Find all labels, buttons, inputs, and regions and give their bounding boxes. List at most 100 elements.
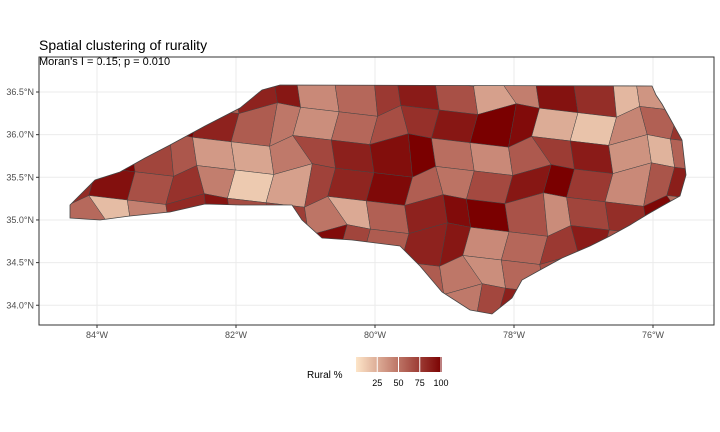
county-polygon [400,261,445,295]
county-polygon [296,85,340,113]
county-polygon [70,290,106,314]
x-tick-label: 82°W [225,330,248,340]
county-polygon [192,137,236,171]
county-polygon [466,170,514,204]
county-polygon [265,202,309,236]
x-tick-label: 84°W [86,330,109,340]
county-polygon [231,226,271,260]
county-polygon [566,197,610,231]
legend-tick-label: 100 [433,378,448,388]
county-polygons [70,85,686,314]
county-polygon [535,292,583,314]
county-polygon [670,138,686,173]
county-polygon [601,257,645,292]
county-polygon [535,85,579,113]
county-polygon [639,223,686,268]
county-polygon [258,287,306,314]
county-polygon [601,229,649,263]
county-polygon [569,140,614,174]
county-polygon [365,200,410,234]
county-polygon [500,231,548,265]
chart-subtitle: Moran's I = 0.15; p = 0.010 [39,56,171,68]
county-polygon [331,139,375,173]
y-tick-label: 35.5°N [6,172,34,182]
county-polygon [195,85,240,114]
panel-border [38,56,715,326]
county-polygon [292,107,340,141]
county-polygon [100,223,132,268]
county-polygon [431,109,479,143]
county-polygon [262,258,306,293]
county-polygon [130,104,178,144]
county-polygon [366,285,406,314]
county-polygon [666,195,686,229]
county-polygon [635,85,679,112]
county-polygon [678,223,686,268]
county-polygon [192,108,240,143]
county-polygon [262,230,310,264]
county-polygon [123,256,167,290]
county-polygon [578,253,606,298]
county-polygon [469,142,513,176]
county-polygon [238,254,267,288]
county-polygon [397,289,445,314]
county-polygon [396,85,440,111]
county-polygon [272,85,301,108]
county-polygon [566,168,614,203]
county-polygon [431,137,475,172]
state-outline [69,84,687,315]
county-polygon [531,107,579,142]
county-polygon [95,85,139,116]
county-polygon [127,199,171,233]
legend-tick-label: 25 [372,378,382,388]
county-polygon [161,260,206,294]
county-polygon [70,85,101,112]
county-polygon [235,282,267,314]
county-polygon [666,167,686,201]
county-polygon [497,287,545,314]
county-polygon [200,226,240,266]
county-polygon [570,225,610,259]
county-polygon [227,169,275,203]
county-polygon [92,110,140,144]
county-polygon [462,227,510,261]
y-tick-label: 36.5°N [6,87,34,97]
county-polygon [296,291,344,314]
legend-title: Rural % [307,370,343,381]
y-tick-label: 36.0°N [6,130,34,140]
county-polygon [88,167,136,201]
chart-title: Spatial clustering of rurality [39,37,208,53]
county-polygon [605,286,645,314]
county-polygon [334,85,378,117]
county-polygon [70,223,109,268]
county-polygon [161,232,209,266]
county-polygon [365,172,413,206]
county-polygon [670,110,686,144]
x-tick-label: 80°W [364,330,387,340]
county-polygon [135,284,167,314]
county-polygon [339,252,368,297]
county-polygon [96,284,144,314]
legend-tick-label: 50 [393,378,403,388]
county-polygon [327,167,375,202]
county-polygon [227,197,271,232]
county-polygon [134,85,178,116]
county-polygon [362,228,410,263]
county-polygon [569,112,617,146]
county-polygon [674,284,686,314]
county-polygon [574,286,614,314]
county-polygon [126,171,174,205]
county-polygon [70,262,105,296]
county-polygon [300,252,344,297]
county-polygon [636,290,684,314]
county-polygon [123,227,171,262]
county-polygon [501,259,545,293]
y-tick-label: 35.0°N [6,215,34,225]
county-polygon [466,198,510,233]
county-polygon [673,85,686,116]
legend-tick-label: 75 [415,378,425,388]
county-polygon [200,254,244,294]
county-polygon [230,141,275,175]
